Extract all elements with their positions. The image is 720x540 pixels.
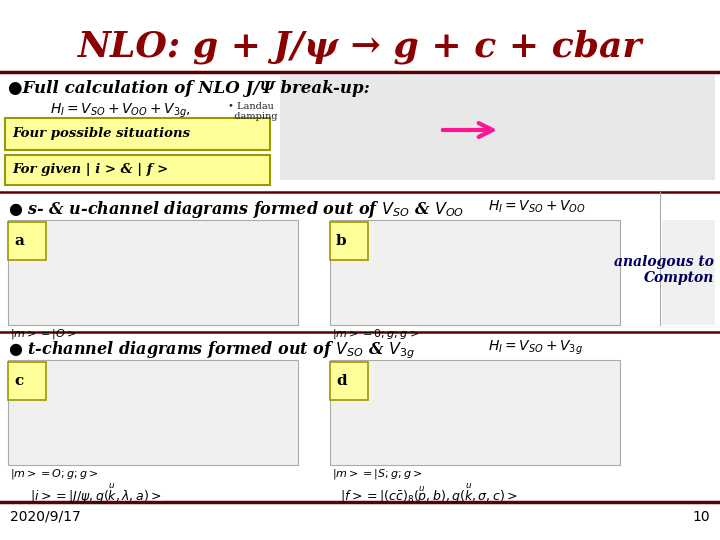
Text: $|m>=0;g;g>$: $|m>=0;g;g>$ [332, 327, 419, 341]
Text: b: b [336, 234, 346, 248]
Text: a: a [14, 234, 24, 248]
Bar [330, 362, 368, 400]
Bar [662, 220, 715, 325]
Text: $|m>=|S;g;g>$: $|m>=|S;g;g>$ [332, 467, 423, 481]
Text: $|i>=|J/\psi,g(\overset{u}{k},\lambda,a)>$: $|i>=|J/\psi,g(\overset{u}{k},\lambda,a)… [30, 482, 161, 507]
Text: For given | i > & | f >: For given | i > & | f > [12, 164, 168, 177]
Text: $H_I = V_{SO}+V_{OO}$: $H_I = V_{SO}+V_{OO}$ [488, 199, 586, 215]
Text: d: d [336, 374, 346, 388]
Bar [8, 362, 46, 400]
Text: $|m>=O;g;g>$: $|m>=O;g;g>$ [10, 467, 99, 481]
Bar [5, 118, 270, 150]
Text: 2020/9/17: 2020/9/17 [10, 510, 81, 524]
Bar [8, 360, 298, 465]
Bar [5, 155, 270, 185]
Text: ●Full calculation of NLO J/Ψ break-up:: ●Full calculation of NLO J/Ψ break-up: [8, 80, 370, 97]
Text: c: c [14, 374, 23, 388]
Bar [330, 220, 620, 325]
Text: 10: 10 [693, 510, 710, 524]
Text: $|m>=|O>$: $|m>=|O>$ [10, 327, 76, 341]
Bar [280, 75, 715, 180]
Text: $H_I = V_{SO} + V_{OO} + V_{3g},$: $H_I = V_{SO} + V_{OO} + V_{3g},$ [50, 102, 191, 120]
Text: analogous to
Compton: analogous to Compton [614, 255, 714, 285]
Text: $H_I = V_{SO}+V_{3g}$: $H_I = V_{SO}+V_{3g}$ [488, 339, 583, 357]
Text: $|f>=|(c\bar{c})_8(\overset{u}{p},b),g(\overset{u}{k},\sigma,c)>$: $|f>=|(c\bar{c})_8(\overset{u}{p},b),g(\… [340, 482, 518, 507]
Text: NLO: g + J/ψ → g + c + cbar: NLO: g + J/ψ → g + c + cbar [78, 30, 642, 64]
Text: Four possible situations: Four possible situations [12, 127, 190, 140]
Bar [8, 220, 298, 325]
Text: • Landau
  damping: • Landau damping [228, 102, 277, 122]
Bar [330, 360, 620, 465]
Text: ● t-channel diagrams formed out of $V_{SO}$ & $V_{3g}$: ● t-channel diagrams formed out of $V_{S… [8, 339, 415, 361]
Text: ● s- & u-channel diagrams formed out of $V_{SO}$ & $V_{OO}$: ● s- & u-channel diagrams formed out of … [8, 199, 464, 220]
Bar [330, 222, 368, 260]
Bar [8, 222, 46, 260]
